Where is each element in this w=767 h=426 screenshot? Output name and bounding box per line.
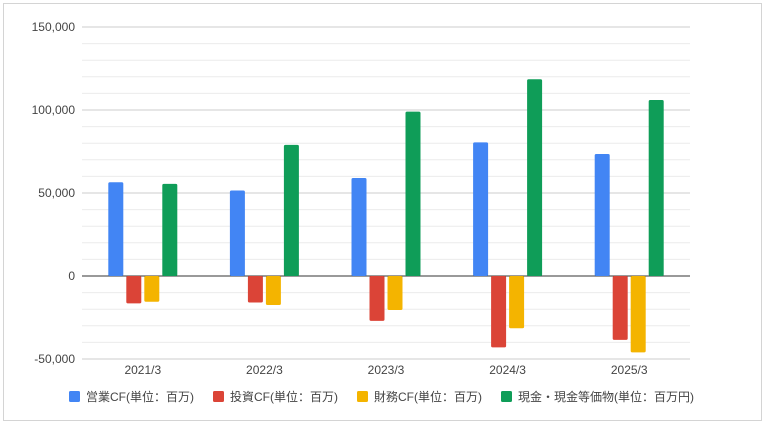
- bar-2-2022-3: [247, 276, 263, 303]
- x-tick-label: 2024/3: [489, 363, 526, 377]
- bar-4-2023-3: [405, 111, 421, 276]
- grid-lines: [82, 26, 690, 360]
- legend-swatch: [501, 391, 512, 402]
- x-tick-label: 2023/3: [368, 363, 405, 377]
- x-tick-label: 2021/3: [124, 363, 161, 377]
- bar-4-2022-3: [283, 144, 299, 276]
- legend-swatch: [357, 391, 368, 402]
- bar-1-2024-3: [473, 142, 489, 276]
- bar-3-2023-3: [387, 276, 403, 311]
- bar-1-2022-3: [229, 190, 245, 276]
- legend-item: 現金・現金等価物(単位：百万円): [501, 389, 694, 404]
- y-tick-label: 0: [68, 269, 75, 283]
- bar-1-2025-3: [594, 153, 610, 276]
- legend-label: 営業CF(単位：百万): [86, 389, 194, 404]
- bar-3-2022-3: [265, 276, 281, 306]
- y-tick-label: 150,000: [32, 20, 76, 34]
- x-tick-label: 2022/3: [246, 363, 283, 377]
- x-tick-label: 2025/3: [611, 363, 648, 377]
- y-tick-label: 100,000: [32, 103, 76, 117]
- y-tick-label: 50,000: [38, 186, 75, 200]
- bar-2-2025-3: [612, 276, 628, 340]
- bar-2-2024-3: [491, 276, 507, 348]
- legend-label: 財務CF(単位：百万): [374, 389, 482, 404]
- legend: 営業CF(単位：百万) 投資CF(単位：百万) 財務CF(単位：百万) 現金・現金等価…: [69, 389, 694, 404]
- x-axis: 2021/3 2022/3 2023/3 2024/3 2025/3: [124, 363, 647, 377]
- bar-1-2021-3: [108, 182, 124, 276]
- bars: [108, 79, 664, 353]
- bar-3-2024-3: [509, 276, 525, 329]
- bar-4-2021-3: [162, 183, 178, 276]
- y-tick-label: -50,000: [34, 352, 75, 366]
- legend-swatch: [69, 391, 80, 402]
- legend-label: 現金・現金等価物(単位：百万円): [518, 389, 694, 404]
- bar-2-2023-3: [369, 276, 385, 321]
- y-axis: 150,000 100,000 50,000 0 -50,000: [32, 20, 76, 366]
- bar-3-2021-3: [144, 276, 160, 302]
- bar-1-2023-3: [351, 178, 367, 276]
- legend-item: 投資CF(単位：百万): [213, 389, 338, 404]
- bar-3-2025-3: [630, 276, 646, 353]
- bar-4-2025-3: [648, 100, 664, 276]
- bar-2-2021-3: [126, 276, 142, 304]
- legend-item: 営業CF(単位：百万): [69, 389, 194, 404]
- legend-item: 財務CF(単位：百万): [357, 389, 482, 404]
- bar-4-2024-3: [527, 79, 543, 276]
- legend-label: 投資CF(単位：百万): [230, 389, 338, 404]
- legend-swatch: [213, 391, 224, 402]
